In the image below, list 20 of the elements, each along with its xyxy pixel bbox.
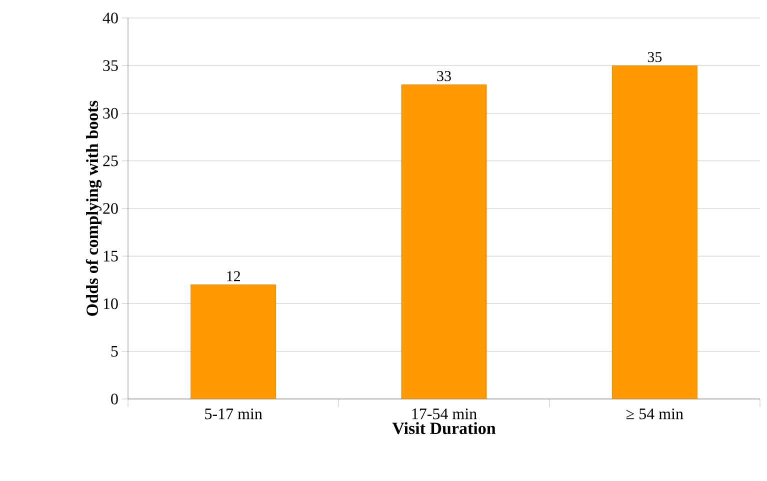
bar — [401, 84, 487, 399]
y-tick-label: 35 — [103, 60, 118, 71]
y-tick-label: 25 — [103, 155, 118, 166]
y-tick-label: 15 — [104, 250, 118, 262]
x-tick-label: 5-17 min — [205, 408, 262, 420]
data-label: 33 — [437, 71, 451, 82]
data-label: 35 — [648, 52, 662, 62]
bar — [612, 65, 698, 399]
data-label: 12 — [227, 271, 240, 282]
bar — [190, 284, 276, 399]
y-tick-label: 0 — [111, 394, 118, 404]
x-tick-label: ≥ 54 min — [626, 408, 684, 420]
y-tick-label: 5 — [111, 346, 118, 357]
y-tick-label: 30 — [103, 108, 118, 119]
y-axis-title: Odds of complying with boots — [86, 100, 102, 316]
y-tick-label: 10 — [104, 298, 118, 310]
x-tick-label: 17-54 min — [412, 408, 477, 420]
x-axis-title: Visit Duration — [392, 422, 496, 434]
y-tick-label: 20 — [103, 203, 118, 214]
y-tick-label: 40 — [102, 12, 118, 24]
